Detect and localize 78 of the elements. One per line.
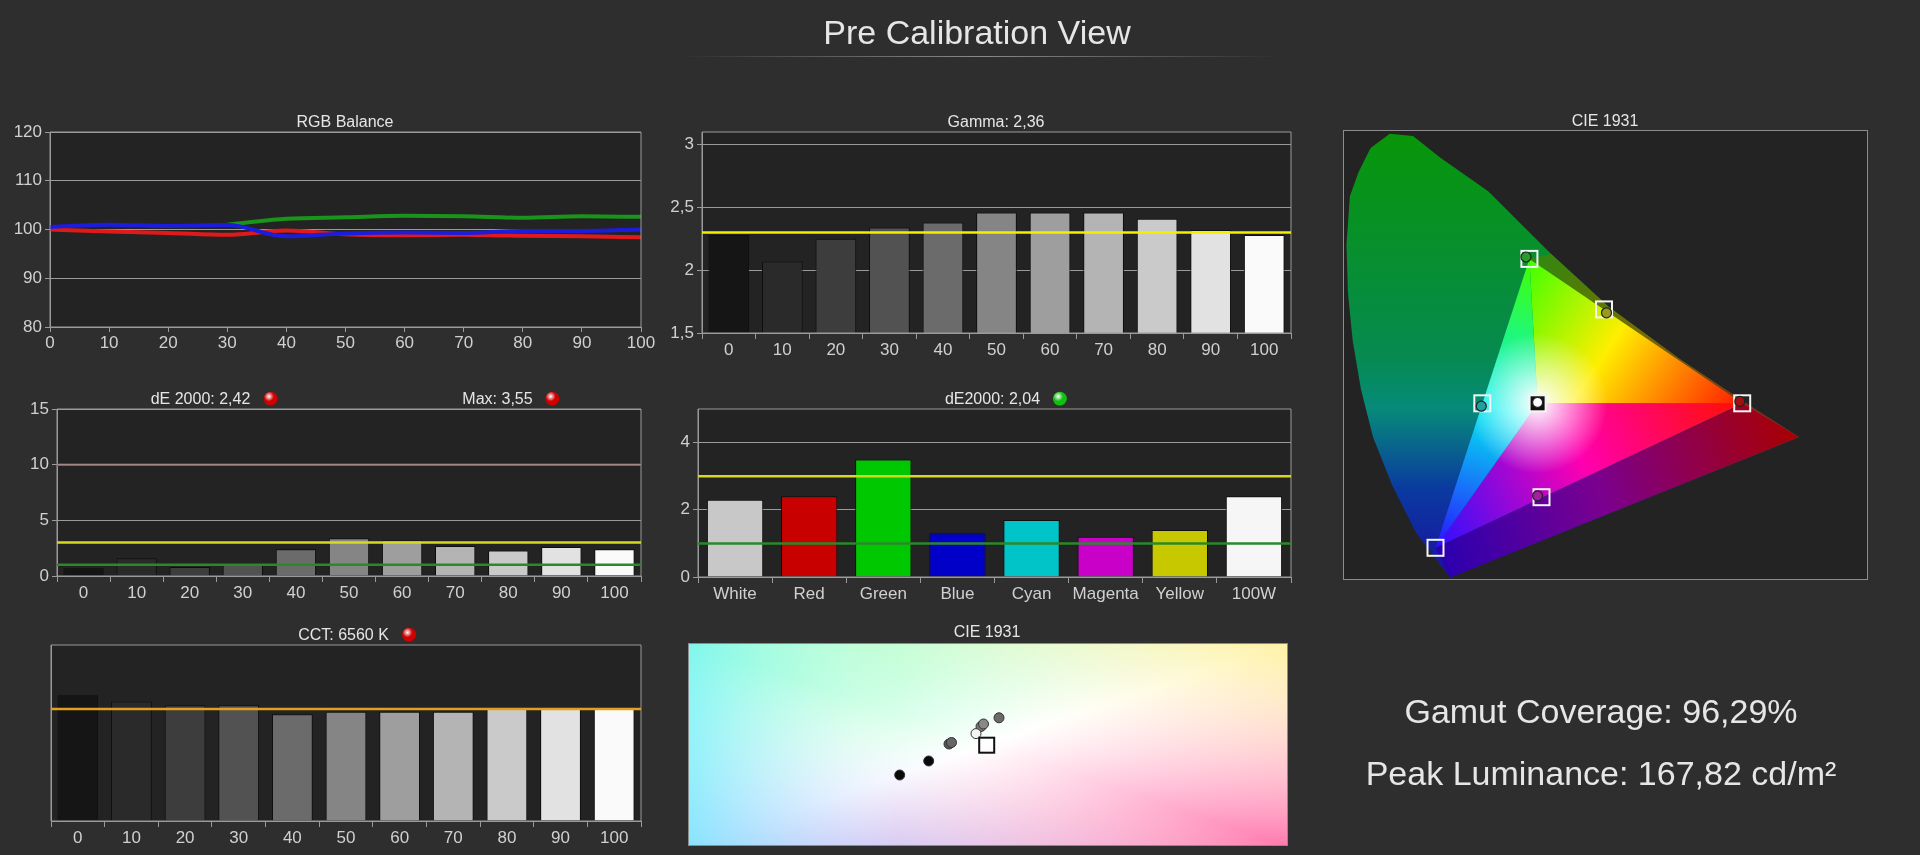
x-tick-label: 40 <box>282 827 302 847</box>
y-tick-label: 10 <box>30 454 49 474</box>
x-tick-label: 10 <box>127 582 147 602</box>
x-tick-label: Green <box>859 583 907 603</box>
y-tick-label: 2 <box>680 499 690 519</box>
text: Pre Calibration View <box>823 13 1131 52</box>
chart-title: CCT: 6560 K <box>298 625 389 643</box>
x-tick-label: 40 <box>276 332 296 352</box>
x-tick-label: 0 <box>78 582 89 602</box>
x-tick-label: Blue <box>940 583 975 603</box>
x-tick-label: Yellow <box>1155 583 1205 603</box>
y-tick-label: 2,5 <box>670 197 694 217</box>
x-tick-label: 90 <box>1201 339 1221 359</box>
x-tick-label: 10 <box>772 339 792 359</box>
text: Peak Luminance: 167,82 cd/m² <box>1365 754 1837 793</box>
x-tick-label: 20 <box>175 827 195 847</box>
x-tick-label: 20 <box>826 339 846 359</box>
y-tick-label: 80 <box>23 316 42 336</box>
x-tick-label: Red <box>793 583 825 603</box>
chart-title: Gamma: 2,36 <box>947 112 1045 130</box>
x-tick-label: 0 <box>724 339 734 359</box>
y-tick-label: 90 <box>23 267 42 287</box>
x-tick-label: 70 <box>445 582 465 602</box>
y-tick-label: 1,5 <box>670 322 694 342</box>
y-tick-label: 15 <box>30 398 49 418</box>
text: CIE 1931 <box>953 622 1021 640</box>
text: Gamut Coverage: 96,29% <box>1404 692 1798 731</box>
x-tick-label: 30 <box>217 332 237 352</box>
x-tick-label: 90 <box>572 332 592 352</box>
y-tick-label: 120 <box>13 121 42 141</box>
x-tick-label: White <box>713 583 757 603</box>
x-tick-label: 80 <box>498 582 518 602</box>
chart-title: RGB Balance <box>296 112 394 130</box>
x-tick-label: 20 <box>180 582 200 602</box>
x-tick-label: 80 <box>497 827 517 847</box>
x-tick-label: 50 <box>339 582 359 602</box>
x-tick-label: 70 <box>1094 339 1114 359</box>
x-tick-label: 80 <box>513 332 533 352</box>
x-tick-label: 80 <box>1147 339 1167 359</box>
chart-title: dE 2000: 2,42 <box>150 389 251 407</box>
y-tick-label: 4 <box>680 432 690 452</box>
x-tick-label: 30 <box>233 582 253 602</box>
y-tick-label: 0 <box>680 566 690 586</box>
x-tick-label: 90 <box>551 827 571 847</box>
x-tick-label: 50 <box>987 339 1006 359</box>
x-tick-label: 70 <box>454 332 474 352</box>
x-tick-label: 0 <box>73 827 83 847</box>
y-tick-label: 3 <box>684 134 694 154</box>
x-tick-label: 40 <box>933 339 953 359</box>
x-tick-label: 20 <box>158 332 178 352</box>
text: Max: 3,55 <box>462 389 533 407</box>
y-tick-label: 5 <box>39 510 49 530</box>
chart-title: dE2000: 2,04 <box>944 389 1041 407</box>
y-tick-label: 0 <box>39 565 49 585</box>
x-tick-label: 100W <box>1231 583 1277 603</box>
x-tick-label: 10 <box>121 827 141 847</box>
y-tick-label: 2 <box>684 259 694 279</box>
x-tick-label: 100 <box>600 582 629 602</box>
text: CIE 1931 <box>1571 111 1639 129</box>
x-tick-label: 90 <box>551 582 571 602</box>
x-tick-label: Cyan <box>1011 583 1052 603</box>
x-tick-label: Magenta <box>1072 583 1140 603</box>
x-tick-label: 60 <box>392 582 412 602</box>
x-tick-label: 10 <box>99 332 119 352</box>
x-tick-label: 100 <box>1250 339 1279 359</box>
x-tick-label: 100 <box>626 332 656 352</box>
x-tick-label: 50 <box>336 827 356 847</box>
x-tick-label: 50 <box>336 332 355 352</box>
x-tick-label: 30 <box>229 827 249 847</box>
y-tick-label: 110 <box>14 170 42 190</box>
x-tick-label: 60 <box>395 332 415 352</box>
x-tick-label: 100 <box>599 827 629 847</box>
x-tick-label: 60 <box>1040 339 1060 359</box>
x-tick-label: 30 <box>879 339 899 359</box>
x-tick-label: 40 <box>286 582 306 602</box>
x-tick-label: 60 <box>390 827 410 847</box>
y-tick-label: 100 <box>13 219 42 239</box>
x-tick-label: 70 <box>443 827 463 847</box>
